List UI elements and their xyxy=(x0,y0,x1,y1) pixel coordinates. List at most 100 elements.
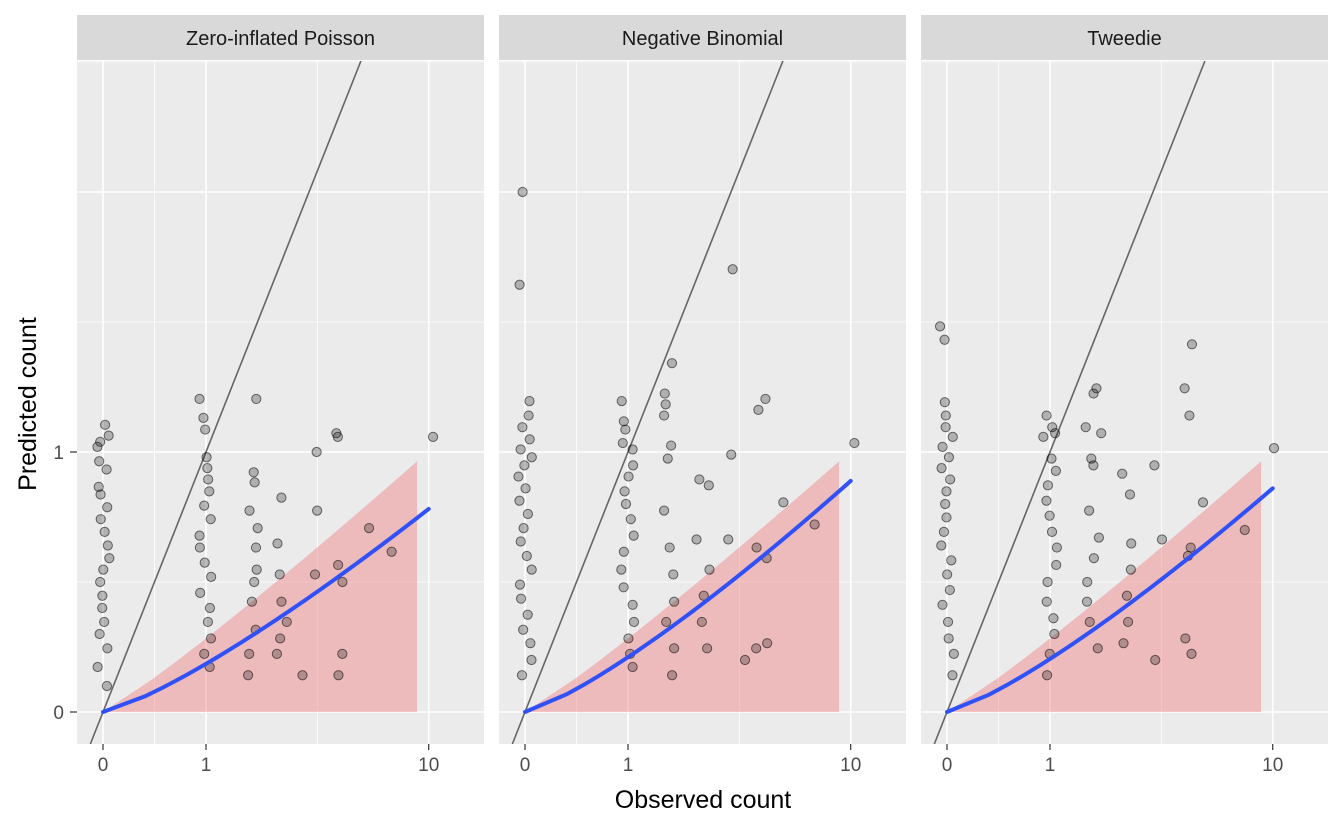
data-point xyxy=(1080,422,1091,433)
data-point xyxy=(243,670,254,681)
data-point xyxy=(617,437,628,449)
data-point xyxy=(271,648,282,659)
data-point xyxy=(618,582,629,593)
data-point xyxy=(522,609,533,620)
identity-line xyxy=(511,61,784,744)
data-point xyxy=(1186,648,1197,659)
data-point xyxy=(739,654,751,666)
data-point xyxy=(942,616,954,628)
data-point xyxy=(1096,428,1107,439)
data-point xyxy=(1049,428,1061,439)
data-point xyxy=(386,546,397,557)
data-point xyxy=(940,498,951,510)
data-point xyxy=(751,542,762,553)
data-point xyxy=(205,633,217,644)
data-point xyxy=(668,569,679,580)
data-point xyxy=(194,542,205,553)
data-point xyxy=(941,512,952,523)
data-point xyxy=(628,616,640,628)
data-point xyxy=(1050,465,1061,476)
facet-strip xyxy=(77,15,484,60)
x-tick-label: 0 xyxy=(98,755,109,776)
data-point xyxy=(309,569,321,580)
identity-line xyxy=(933,61,1206,744)
data-point xyxy=(93,481,104,492)
data-point xyxy=(1049,628,1060,640)
data-point xyxy=(1125,564,1136,575)
data-point xyxy=(945,474,956,485)
x-tick-label: 0 xyxy=(942,755,953,776)
x-tick-label: 1 xyxy=(623,755,634,776)
data-point xyxy=(514,279,525,290)
data-point xyxy=(104,553,115,564)
facet-panel: Negative Binomial 0 1 10 xyxy=(499,15,906,776)
data-point xyxy=(244,505,255,516)
data-point xyxy=(1082,576,1093,588)
data-point xyxy=(1084,505,1095,516)
axis-layer: Observed count Predicted count xyxy=(14,317,791,814)
data-point xyxy=(202,616,214,628)
data-point xyxy=(205,514,216,525)
panel-background xyxy=(921,61,1328,744)
facet-title: Tweedie xyxy=(1087,28,1162,50)
data-point xyxy=(1046,526,1058,537)
data-point xyxy=(936,462,947,474)
plot-area xyxy=(499,61,906,744)
facet-strip xyxy=(499,15,906,60)
data-point xyxy=(934,321,946,332)
data-point xyxy=(941,486,952,497)
data-point xyxy=(204,486,215,497)
facet-title: Zero-inflated Poisson xyxy=(186,28,375,50)
panels-layer: Zero-inflated Poisson 0 1 10 Negative Binomi… xyxy=(53,15,1328,776)
data-point xyxy=(726,449,737,460)
data-point xyxy=(702,643,713,654)
data-point xyxy=(246,596,257,607)
data-point xyxy=(627,661,638,673)
data-point xyxy=(618,416,629,427)
data-point xyxy=(723,534,734,545)
data-point xyxy=(198,412,209,423)
data-point xyxy=(1122,616,1134,628)
data-point xyxy=(751,643,762,654)
data-point xyxy=(337,576,348,588)
data-point xyxy=(518,523,529,534)
data-point xyxy=(942,569,953,580)
data-point xyxy=(1184,410,1195,421)
panel-background xyxy=(499,61,906,744)
data-point xyxy=(627,599,638,610)
data-point xyxy=(1126,538,1137,549)
x-tick-label: 10 xyxy=(1262,755,1283,776)
data-point xyxy=(194,393,205,405)
data-point xyxy=(1149,460,1160,471)
data-point xyxy=(1121,590,1133,601)
data-point xyxy=(94,628,105,640)
data-point xyxy=(661,616,672,628)
data-point xyxy=(698,590,709,601)
data-point xyxy=(199,500,210,511)
facet-panel: Tweedie 0 1 10 xyxy=(921,15,1328,776)
data-point xyxy=(947,670,958,681)
data-point xyxy=(1041,670,1053,681)
data-point xyxy=(1051,542,1063,553)
smooth-fit-line xyxy=(523,478,853,714)
data-point xyxy=(194,530,205,541)
data-point xyxy=(760,393,771,405)
x-axis-title: Observed count xyxy=(615,786,792,814)
data-point xyxy=(95,514,106,525)
data-point xyxy=(1038,431,1049,442)
data-point xyxy=(849,437,860,449)
data-point xyxy=(523,410,534,421)
data-point xyxy=(1091,383,1102,394)
data-point xyxy=(627,444,638,455)
data-point xyxy=(200,424,211,435)
data-point xyxy=(667,670,678,681)
data-point xyxy=(275,633,286,644)
data-point xyxy=(526,564,537,575)
data-point xyxy=(618,546,629,557)
data-point xyxy=(276,596,287,607)
data-point xyxy=(938,526,950,537)
data-point xyxy=(1093,532,1104,543)
data-point xyxy=(1117,468,1128,479)
data-point xyxy=(694,474,705,485)
